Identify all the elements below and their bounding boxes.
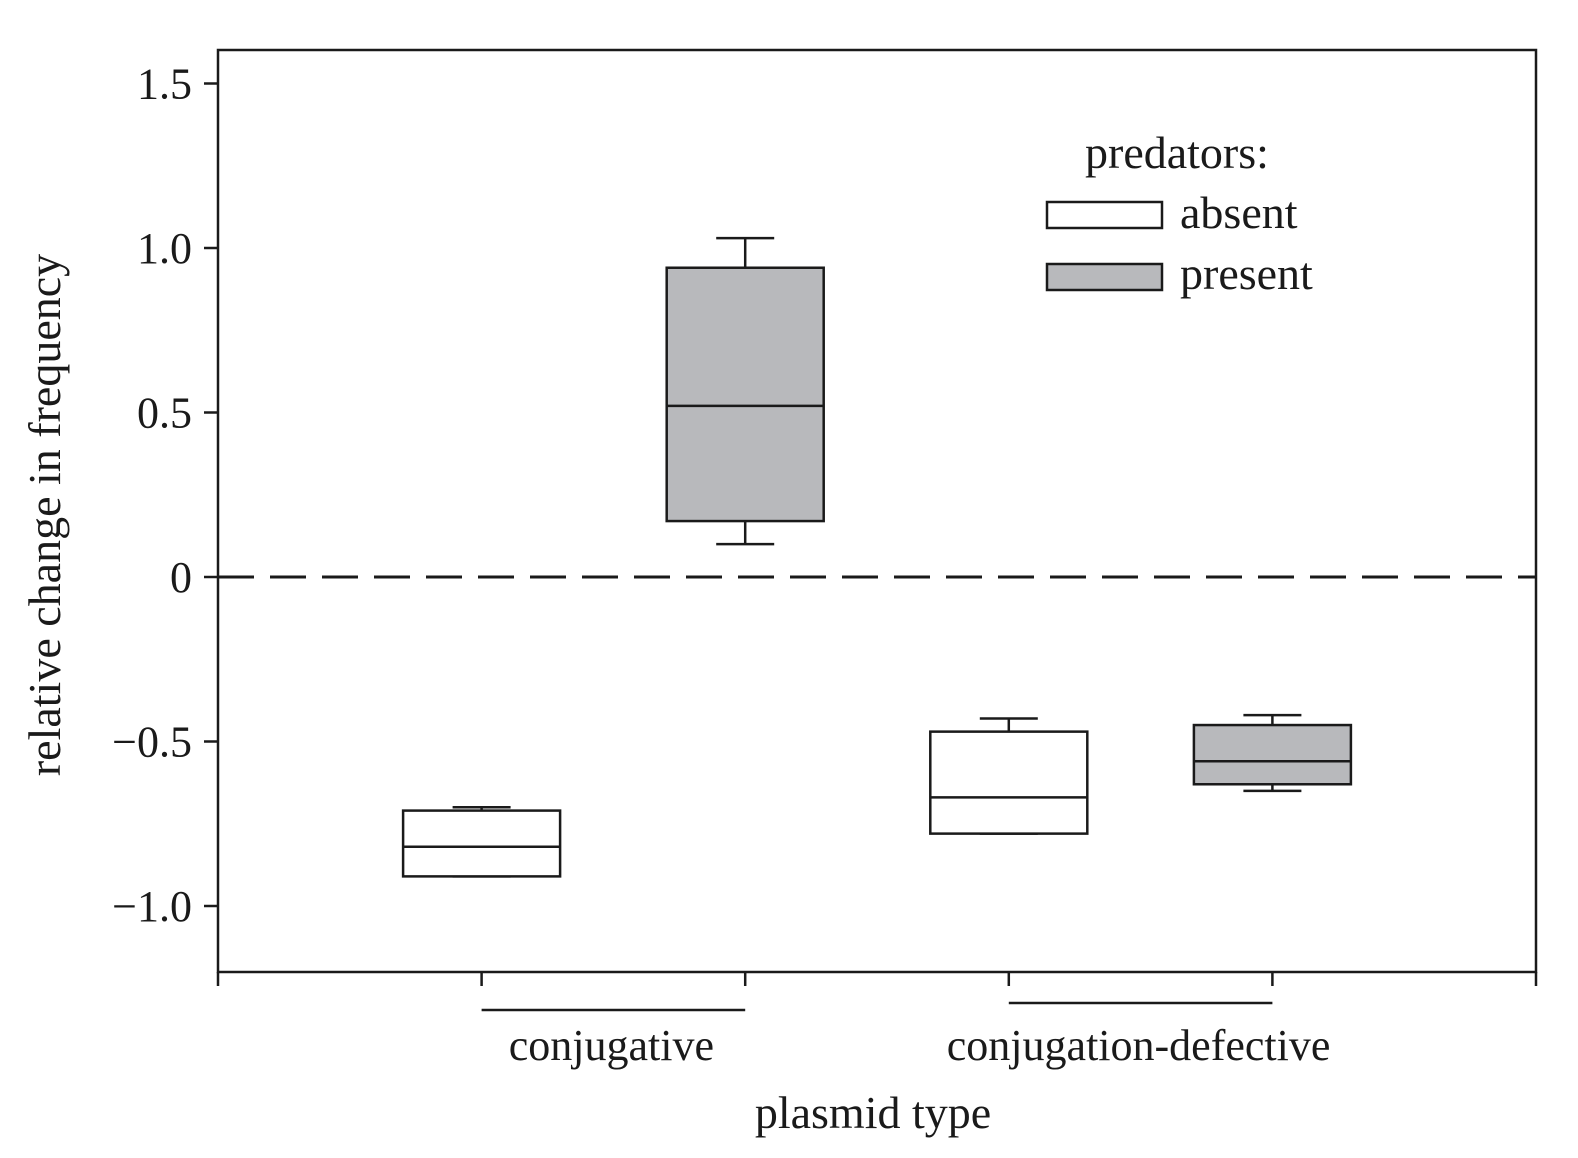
box-series: [401, 236, 1353, 878]
box-present-0: [665, 236, 825, 546]
legend-title: predators:: [1085, 127, 1269, 178]
legend-label-present: present: [1180, 248, 1313, 299]
box-body: [665, 266, 825, 523]
box-body: [929, 730, 1089, 835]
legend-swatch-absent: [1045, 200, 1164, 230]
category-label: conjugative: [509, 1021, 714, 1070]
legend-label-absent: absent: [1180, 187, 1298, 238]
y-tick-label: −1.0: [112, 882, 192, 931]
y-axis-ticks: 1.5 1.0 0.5 0 −0.5 −1.0: [112, 60, 218, 931]
x-axis-title: plasmid type: [755, 1087, 991, 1138]
box-absent-1: [929, 717, 1089, 835]
y-tick-label: 0: [170, 553, 192, 602]
y-tick-label: 1.0: [137, 224, 192, 273]
plot-frame: [216, 48, 1538, 974]
y-axis-title: relative change in frequency: [19, 254, 70, 776]
legend: predators: absent present: [1045, 127, 1313, 299]
y-tick-label: 1.5: [137, 60, 192, 109]
x-axis-ticks: [216, 972, 1538, 986]
legend-swatch-present: [1045, 262, 1164, 292]
category-label: conjugation-defective: [947, 1021, 1331, 1070]
y-tick-label: −0.5: [112, 718, 192, 767]
box-absent-0: [401, 806, 562, 878]
box-present-1: [1192, 713, 1353, 793]
box-body: [401, 809, 562, 878]
y-tick-label: 0.5: [137, 389, 192, 438]
category-labels: conjugative conjugation-defective: [481, 1001, 1331, 1070]
box-body: [1192, 723, 1353, 786]
